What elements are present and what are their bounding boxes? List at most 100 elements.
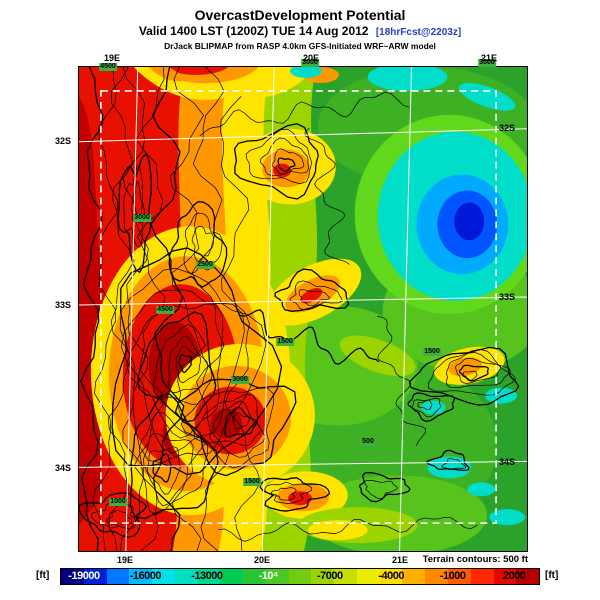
lat-label-left: 32S	[54, 136, 72, 146]
colorbar-segment	[265, 569, 289, 584]
terrain-contour-label: 1500	[423, 348, 441, 356]
contour-line	[220, 96, 261, 551]
contour-line	[232, 412, 250, 430]
lon-label-top: 20E	[302, 53, 320, 63]
colorbar-tick-label: -13000	[191, 570, 223, 582]
colorbar-segment	[425, 569, 449, 584]
contour-line	[417, 399, 433, 411]
colorbar-tick-label: -19000	[68, 570, 100, 582]
lon-label-bottom: 21E	[391, 555, 409, 565]
colorbar-segment	[174, 569, 198, 584]
terrain-contour-note: Terrain contours: 500 ft	[422, 554, 528, 565]
terrain-contour-label: 1000	[109, 498, 127, 506]
contour-line	[359, 471, 411, 503]
contour-line	[131, 180, 143, 224]
contour-line	[152, 453, 172, 483]
contour-line	[209, 400, 262, 446]
colorbar-segment	[129, 569, 153, 584]
colorbar-segment	[448, 569, 471, 584]
terrain-contour-label: 4500	[99, 63, 117, 71]
contour-line	[411, 397, 442, 418]
lat-label-right: 32S	[498, 123, 516, 133]
contour-line	[79, 492, 148, 538]
terrain-contour-label: 500	[361, 438, 375, 446]
colorbar-segment	[197, 569, 221, 584]
contour-line	[191, 67, 230, 551]
contour-line	[441, 458, 467, 470]
contour-line	[117, 152, 152, 274]
colorbar-segment	[288, 569, 312, 584]
colorbar-segment	[356, 569, 380, 584]
colorbar-segment	[402, 569, 426, 584]
map-graphic	[79, 67, 527, 551]
lat-label-right: 33S	[498, 292, 516, 302]
model-domain-box	[100, 90, 497, 524]
lat-label-right: 34S	[498, 457, 516, 467]
colorbar-segment	[334, 569, 357, 584]
contour-line	[150, 67, 185, 551]
terrain-contour-label: 2500	[196, 261, 214, 269]
lat-label-left: 34S	[54, 463, 72, 473]
lon-label-top: 21E	[480, 53, 498, 63]
colorbar-segment	[61, 569, 84, 584]
contour-line	[462, 370, 478, 381]
colorbar-segment	[470, 569, 494, 584]
lat-label-left: 33S	[54, 300, 72, 310]
contour-line	[458, 364, 489, 382]
colorbar-tick-label: -4000	[378, 570, 405, 582]
contour-line	[376, 315, 427, 446]
colorbar-tick-label: -7000	[316, 570, 343, 582]
contour-line	[178, 354, 192, 374]
contour-line	[175, 346, 202, 384]
contour-line	[168, 335, 209, 394]
contour-line	[304, 127, 350, 265]
colorbar-row: [ft] -19000 -16000 -13000 -10⁴ -7000 -4000 -10…	[0, 568, 600, 585]
colorbar-segment	[493, 569, 517, 584]
contour-line	[408, 346, 520, 406]
contour-line	[260, 137, 309, 177]
colorbar-segment	[516, 569, 540, 584]
contour-line	[245, 128, 312, 185]
colorbar-segment	[83, 569, 107, 584]
contour-line	[271, 148, 305, 175]
contour-line	[238, 309, 380, 365]
terrain-contour-label: 3000	[478, 59, 496, 67]
contour-line	[270, 487, 297, 501]
contour-line	[169, 67, 207, 551]
contour-line	[274, 268, 350, 312]
colorbar-segment	[106, 569, 130, 584]
contour-line	[364, 479, 398, 500]
lon-label-bottom: 19E	[116, 555, 134, 565]
contour-line	[146, 446, 181, 495]
colorbar-tick-label: -10⁴	[258, 570, 279, 582]
terrain-contour-label: 3000	[133, 214, 151, 222]
contour-line	[193, 393, 266, 458]
contour-line	[224, 406, 258, 438]
colorbar-segment	[152, 569, 175, 584]
map-panel	[78, 66, 528, 552]
terrain-contour-label: 4500	[156, 306, 174, 314]
contour-line	[199, 91, 410, 137]
contour-line	[111, 247, 283, 476]
contour-line	[153, 324, 213, 405]
contour-line	[126, 303, 224, 439]
forecast-reference: [18hrFcst@2203z]	[375, 27, 462, 38]
contour-line	[137, 311, 217, 423]
lon-label-top: 19E	[103, 53, 121, 63]
colorbar-tick-label: -1000	[439, 570, 466, 582]
contour-line	[138, 412, 208, 515]
terrain-contour-label: 3000	[231, 376, 249, 384]
valid-time-line: Valid 1400 LST (1200Z) TUE 14 Aug 2012 […	[0, 24, 600, 38]
contour-line	[455, 357, 501, 384]
colorbar-unit-left: [ft]	[36, 570, 50, 581]
contour-line	[289, 280, 343, 311]
model-info: DrJack BLIPMAP from RASP 4.0km GFS-Initi…	[164, 41, 436, 51]
terrain-contour-label: 1500	[276, 338, 294, 346]
colorbar: -19000 -16000 -13000 -10⁴ -7000 -4000 -1000 200…	[60, 568, 540, 585]
terrain-contour-label: 3000	[301, 59, 319, 67]
colorbar-segments	[61, 569, 540, 584]
contour-line	[191, 225, 214, 263]
colorbar-segment	[243, 569, 266, 584]
valid-time: Valid 1400 LST (1200Z) TUE 14 Aug 2012	[138, 24, 369, 38]
contour-line	[92, 67, 118, 551]
